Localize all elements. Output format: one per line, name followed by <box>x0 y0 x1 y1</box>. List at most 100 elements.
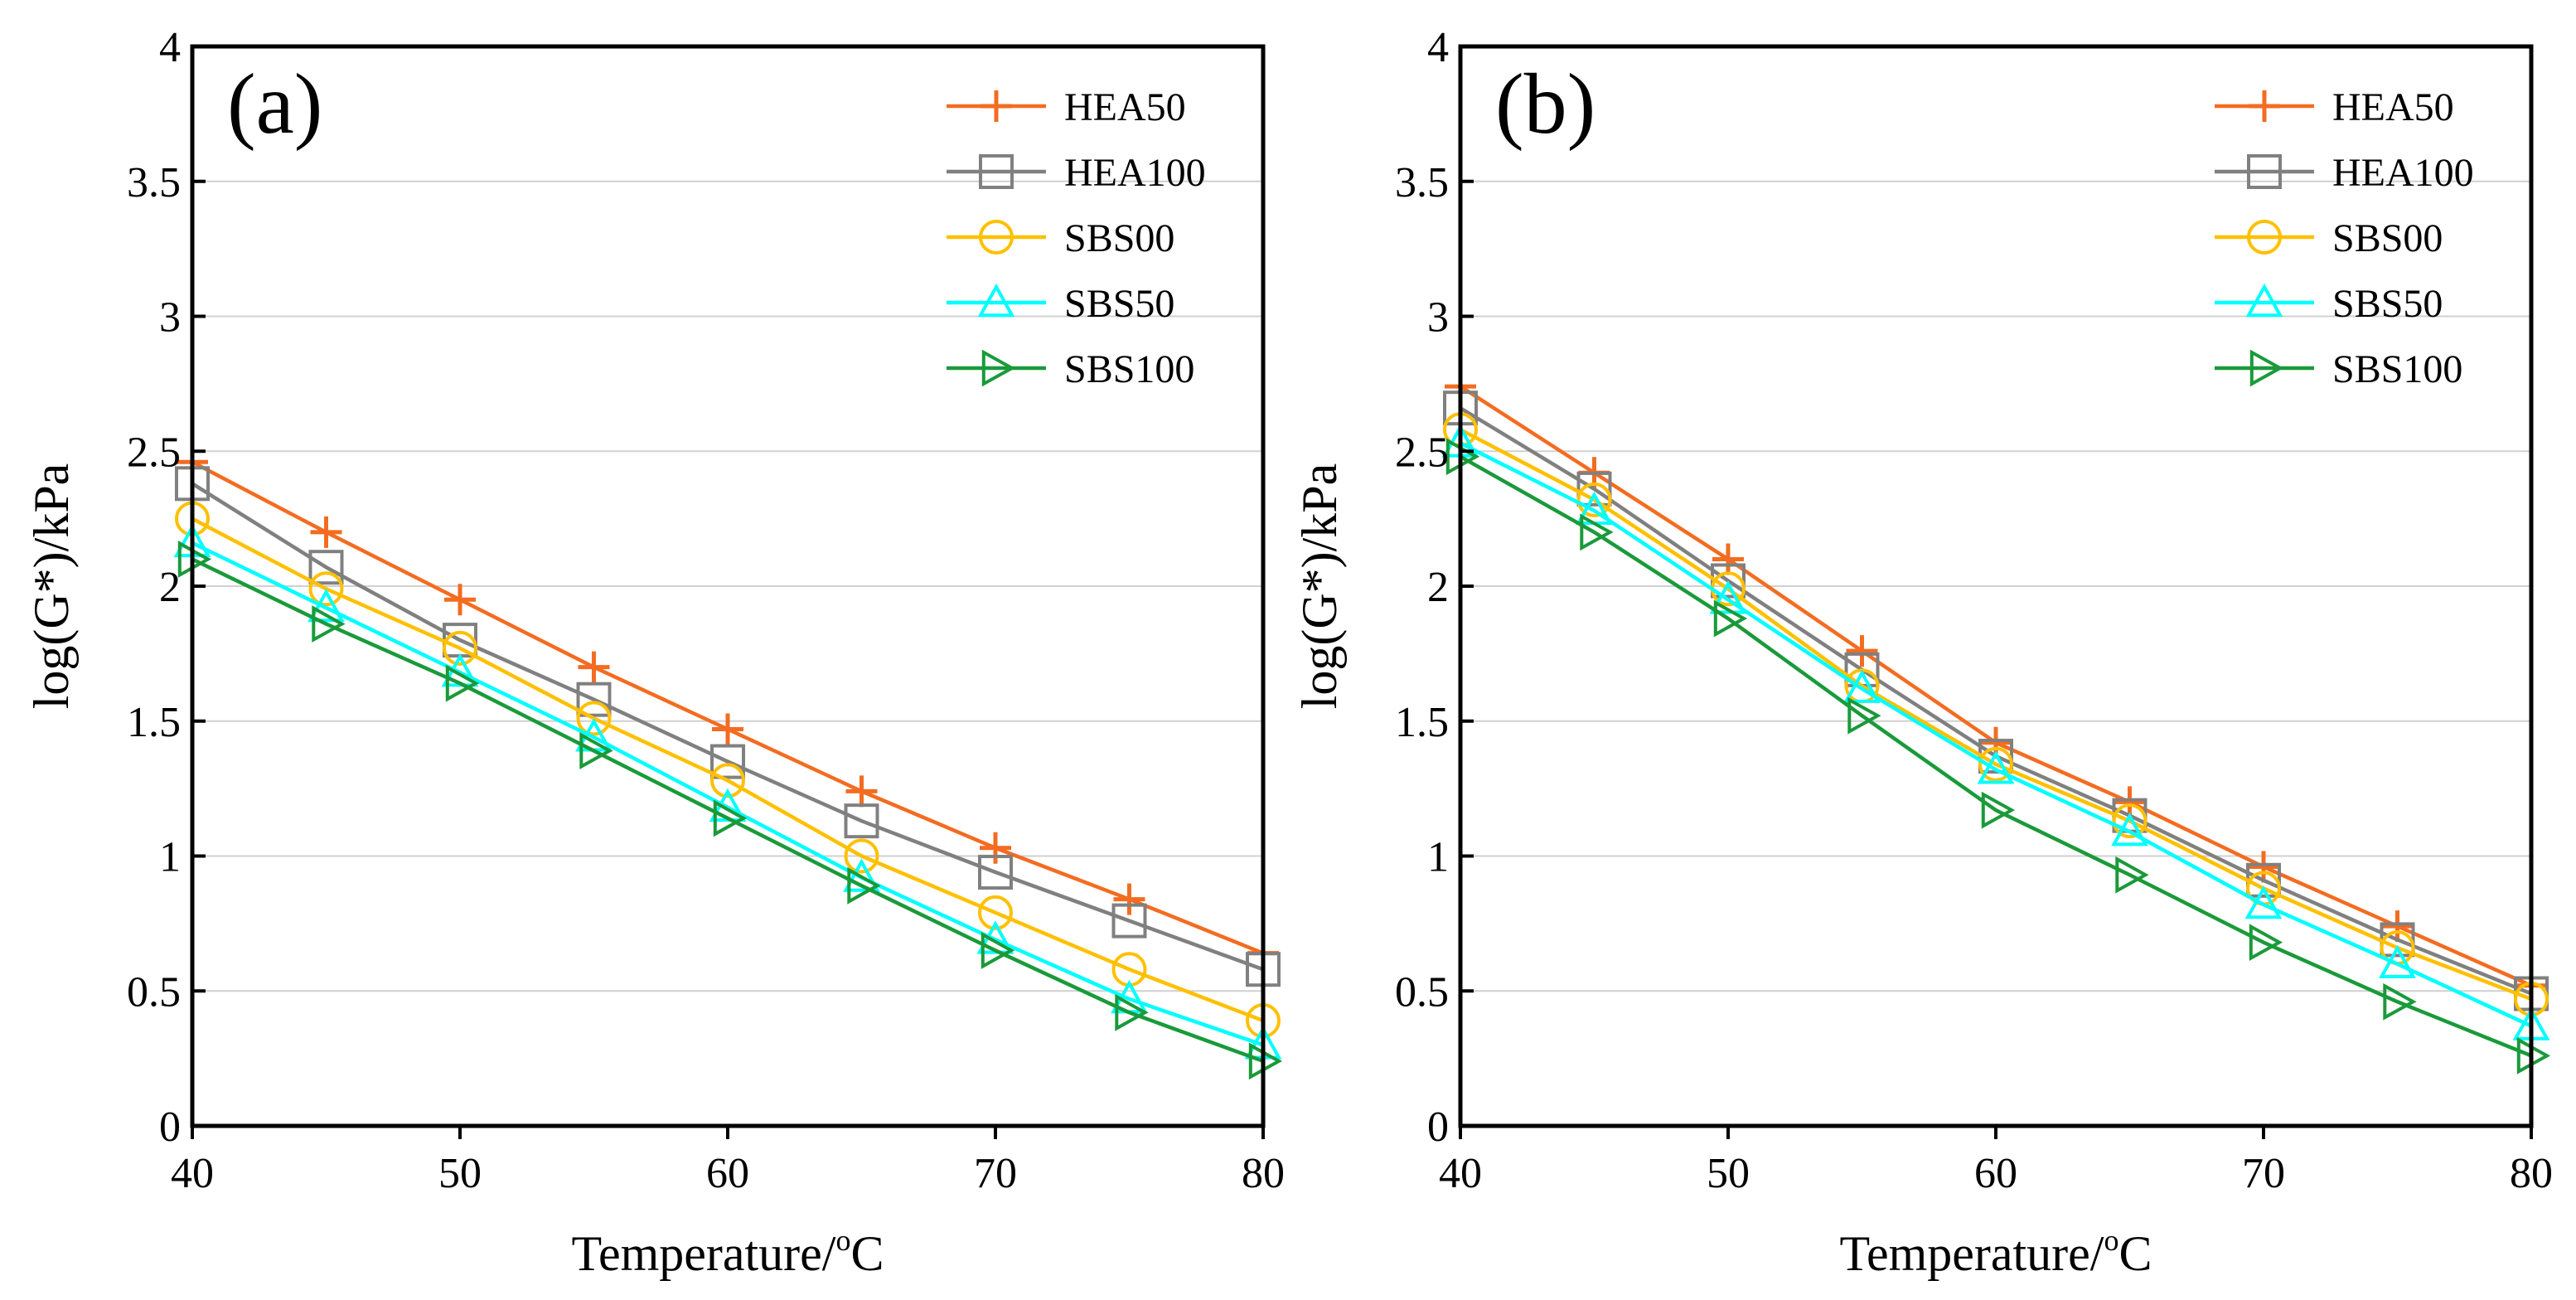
panel-a-data-point-sbs00 <box>576 701 612 736</box>
panel-b-y-axis: 0 0.5 1 1.5 2 2.5 3 3.5 4 <box>1395 24 1474 1151</box>
panel-a-data-point-sbs00 <box>978 895 1013 930</box>
panel-a-data-point-hea50 <box>712 713 743 745</box>
panel-b-x-tick-label: 40 <box>1439 1150 1482 1197</box>
panel-a-legend-item-sbs100: SBS100 <box>947 347 1194 391</box>
panel-a-data-point-sbs100 <box>579 732 613 769</box>
panel-a-data-point-sbs00 <box>308 571 344 607</box>
panel-b-data-point-sbs100 <box>1580 513 1614 551</box>
panel-a-legend-item-sbs00: SBS00 <box>947 216 1174 260</box>
panel-a-legend-swatch-marker <box>977 283 1015 318</box>
panel-b-series-line-sbs00 <box>1459 428 2532 1002</box>
panel-a-data-point-hea50 <box>1113 883 1145 915</box>
panel-a-y-tick-label: 1 <box>159 834 181 881</box>
panel-a-data-point-hea100 <box>576 682 612 717</box>
panel-b-data-point-sbs50 <box>1843 669 1881 703</box>
panel-b-data-point-sbs50 <box>1977 750 2015 784</box>
panel-b-series-line-hea50 <box>1459 385 2532 987</box>
panel-b-data-point-hea50 <box>2248 851 2279 883</box>
panel-a-y-tick-label: 3.5 <box>127 159 181 206</box>
panel-a-x-tick-label: 50 <box>438 1150 482 1197</box>
panel-b-legend-item-sbs50: SBS50 <box>2215 282 2443 326</box>
panel-a-legend-label: SBS00 <box>1064 216 1174 260</box>
panel-a-data-point-hea50 <box>845 775 878 808</box>
panel-b-y-axis-title: log(G*)/kPa <box>1292 463 1347 710</box>
panel-a-series-line-hea100 <box>191 482 1264 972</box>
panel-b-data-point-sbs100 <box>1981 791 2016 829</box>
panel-b-series-line-sbs100 <box>1459 454 2532 1058</box>
panel-a-x-tick-label: 40 <box>171 1150 214 1197</box>
panel-b-data-point-sbs50 <box>1709 580 1747 614</box>
panel-a-series-line-sbs100 <box>191 557 1264 1063</box>
panel-a-data-point-sbs50 <box>307 588 345 623</box>
panel-a-label: (a) <box>227 56 322 152</box>
panel-b-x-axis: 40 50 60 70 80 <box>1439 1126 2553 1197</box>
panel-a-data-point-sbs00 <box>710 763 745 798</box>
panel-b-legend-swatch-marker <box>2249 90 2280 122</box>
panel-b-y-tick-label: 2.5 <box>1395 429 1449 476</box>
panel-b-y-tick-label: 0 <box>1427 1104 1449 1151</box>
panel-a-legend-item-hea50: HEA50 <box>947 85 1186 129</box>
panel-b-legend-label: HEA100 <box>2332 151 2474 195</box>
panel-a-y-axis: 0 0.5 1 1.5 2 2.5 3 3.5 4 <box>127 24 206 1151</box>
panel-a-data-point-sbs100 <box>847 866 881 905</box>
panel-b-data-point-hea50 <box>1712 543 1744 575</box>
panel-a-data-point-sbs100 <box>981 932 1015 969</box>
panel-a-series-sbs00 <box>175 501 1281 1039</box>
panel-a-x-axis: 40 50 60 70 80 <box>171 1126 1285 1197</box>
panel-b-data-point-sbs00 <box>1576 482 1612 517</box>
panel-a-data-point-hea50 <box>310 516 342 548</box>
panel-b-x-axis-title: Temperature/oC <box>1840 1224 2152 1281</box>
panel-b-legend-item-hea100: HEA100 <box>2215 151 2474 195</box>
panel-b-legend-swatch-marker <box>2245 283 2283 318</box>
panel-a-legend-item-sbs50: SBS50 <box>947 282 1174 326</box>
panel-b-y-tick-label: 3.5 <box>1395 159 1449 206</box>
panel-a-legend-swatch-marker <box>981 90 1012 122</box>
panel-b-data-point-sbs50 <box>2111 812 2148 846</box>
panel-b-label: (b) <box>1495 56 1595 152</box>
panel-b-legend-swatch-marker <box>2249 349 2284 387</box>
panel-a-legend-swatch-marker <box>981 349 1016 387</box>
panel-a-data-point-hea50 <box>578 651 610 683</box>
panel-b-series-line-sbs50 <box>1459 441 2532 1028</box>
panel-a-data-point-hea50 <box>444 584 476 616</box>
panel-b-legend-swatch-marker <box>2247 220 2282 255</box>
panel-a-y-tick-label: 3 <box>159 294 181 342</box>
panel-b-data-point-hea100 <box>1576 471 1612 507</box>
panel-b-data-point-sbs00 <box>1978 746 2013 782</box>
panel-b-data-point-hea50 <box>2381 910 2414 943</box>
panel-a-data-point-hea100 <box>1111 903 1147 939</box>
panel-a-legend: HEA50 HEA100 SBS00 SBS50 SBS100 <box>947 85 1206 391</box>
panel-a-x-tick-label: 80 <box>1242 1150 1285 1197</box>
panel-b-y-tick-label: 1.5 <box>1395 699 1449 746</box>
panel-a-series-line-sbs00 <box>191 517 1264 1023</box>
panel-b-series-hea100 <box>1443 390 2549 1011</box>
panel-a-legend-item-hea100: HEA100 <box>947 151 1206 195</box>
panel-a-data-point-hea100 <box>308 550 344 585</box>
panel-a-data-point-hea100 <box>844 803 879 839</box>
panel-b-legend-label: SBS50 <box>2332 282 2443 326</box>
panel-a-legend-label: HEA50 <box>1064 85 1186 129</box>
panel-b-data-point-sbs00 <box>2112 803 2147 839</box>
panel-b-data-point-hea50 <box>2114 786 2146 818</box>
panel-a-y-tick-label: 2.5 <box>127 429 181 476</box>
panel-a-x-axis-title: Temperature/oC <box>572 1224 884 1281</box>
panel-b-legend-label: HEA50 <box>2332 85 2454 129</box>
panel-a-y-axis-title: log(G*)/kPa <box>24 463 79 710</box>
panel-b-x-tick-label: 70 <box>2242 1150 2285 1197</box>
panel-a-series-hea50 <box>177 446 1279 969</box>
panel-a-x-tick-label: 60 <box>706 1150 749 1197</box>
panel-b-legend-label: SBS100 <box>2332 347 2462 391</box>
panel-b-x-tick-label: 60 <box>1974 1150 2017 1197</box>
panel-a-y-tick-label: 1.5 <box>127 699 181 746</box>
panel-a-legend-label: HEA100 <box>1064 151 1206 195</box>
panel-a-data-point-sbs100 <box>1115 993 1149 1031</box>
panel-b-y-tick-label: 1 <box>1427 834 1449 881</box>
panel-a-series-sbs50 <box>173 523 1282 1060</box>
panel-b-series-hea50 <box>1445 371 2547 1002</box>
panel-b-legend-item-hea50: HEA50 <box>2215 85 2454 129</box>
panel-a-data-point-hea100 <box>710 744 745 779</box>
panel-a-data-point-sbs100 <box>713 799 748 837</box>
panel-a-y-tick-label: 4 <box>159 24 181 71</box>
panel-b-data-point-sbs100 <box>1847 696 1881 735</box>
panel-b-series-sbs100 <box>1445 438 2551 1074</box>
